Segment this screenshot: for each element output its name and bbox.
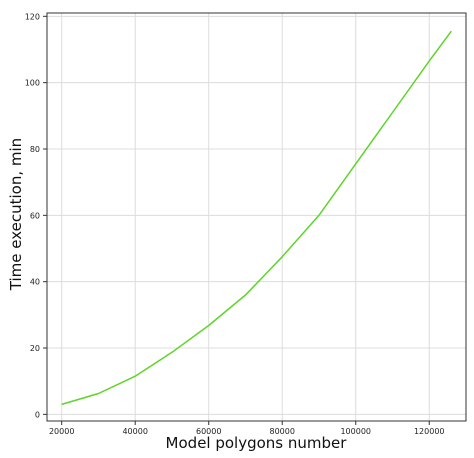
- series-layer: [61, 30, 452, 406]
- grid-lines: [47, 13, 466, 421]
- x-axis-title: Model polygons number: [166, 434, 348, 452]
- series-line: [61, 30, 452, 406]
- y-tick-label: 100: [25, 79, 40, 88]
- x-tick-label: 80000: [270, 427, 295, 436]
- y-tick-label: 40: [30, 278, 40, 287]
- x-tick-label: 40000: [122, 427, 147, 436]
- x-tick-label: 20000: [49, 427, 74, 436]
- plot-area-frame: [46, 12, 467, 422]
- y-tick-label: 0: [35, 410, 40, 419]
- y-tick-label: 20: [30, 344, 40, 353]
- x-tick-label: 60000: [196, 427, 221, 436]
- x-tick-label: 100000: [340, 427, 371, 436]
- axis-ticks: 20000 40000 60000 80000 100000 120000 0 20 40 60 8…: [25, 12, 445, 436]
- y-tick-label: 80: [30, 145, 40, 154]
- y-axis-title: Time execution, min: [7, 138, 25, 291]
- y-tick-label: 120: [25, 12, 40, 21]
- y-tick-label: 60: [30, 211, 40, 220]
- x-tick-label: 120000: [414, 427, 445, 436]
